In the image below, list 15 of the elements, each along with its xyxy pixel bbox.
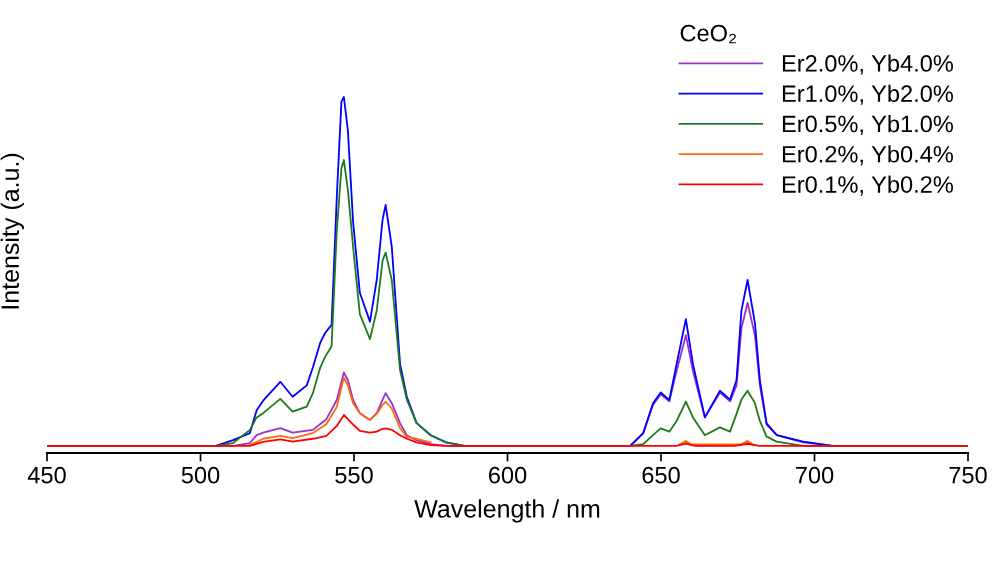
y-axis-title: Intensity (a.u.)	[0, 153, 24, 309]
x-tick-label: 650	[642, 466, 680, 484]
legend-label: Er2.0%, Yb4.0%	[782, 54, 953, 75]
x-tick-label: 600	[489, 466, 527, 484]
x-tick-label: 500	[181, 466, 220, 484]
x-tick-label: 450	[27, 466, 66, 484]
legend-label: Er0.1%, Yb0.2%	[782, 175, 953, 196]
x-axis-title: Wavelength / nm	[414, 499, 600, 523]
legend-label: Er1.0%, Yb2.0%	[782, 84, 953, 105]
legend-label: Er0.5%, Yb1.0%	[782, 114, 953, 136]
x-tick-label: 750	[949, 466, 987, 484]
x-tick-label: 700	[796, 466, 834, 484]
legend-label: Er0.2%, Yb0.4%	[782, 145, 953, 166]
x-tick-label: 550	[335, 466, 373, 484]
legend-title: CeO₂	[680, 24, 737, 44]
